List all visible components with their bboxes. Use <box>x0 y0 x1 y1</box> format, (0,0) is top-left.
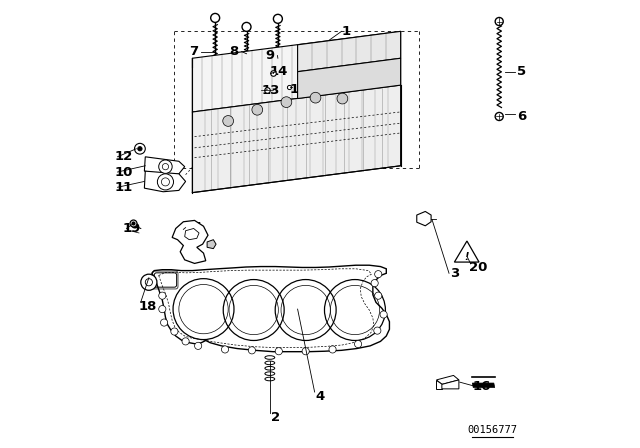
Text: 3: 3 <box>450 267 459 280</box>
Text: !: ! <box>465 252 469 262</box>
Text: 14: 14 <box>270 65 288 78</box>
Text: 15: 15 <box>289 83 308 96</box>
Circle shape <box>273 14 282 23</box>
Text: 8: 8 <box>229 45 239 58</box>
Text: 12: 12 <box>115 150 133 164</box>
Circle shape <box>211 13 220 22</box>
Text: 18: 18 <box>139 300 157 313</box>
Polygon shape <box>472 383 495 388</box>
Circle shape <box>159 160 172 173</box>
Circle shape <box>159 306 166 313</box>
Circle shape <box>495 17 503 26</box>
Circle shape <box>157 174 173 190</box>
Text: 5: 5 <box>517 65 526 78</box>
Circle shape <box>221 346 228 353</box>
Circle shape <box>252 104 262 115</box>
Text: 11: 11 <box>115 181 133 194</box>
Circle shape <box>374 292 382 299</box>
Circle shape <box>374 327 381 334</box>
Polygon shape <box>298 31 401 72</box>
Polygon shape <box>145 157 185 175</box>
Polygon shape <box>172 220 208 263</box>
Text: 1: 1 <box>342 25 351 38</box>
Text: 19: 19 <box>123 222 141 235</box>
Polygon shape <box>436 375 459 384</box>
Circle shape <box>275 348 282 355</box>
Circle shape <box>329 346 336 353</box>
Text: 16: 16 <box>472 379 491 393</box>
Text: 2: 2 <box>271 411 280 424</box>
Circle shape <box>355 340 362 348</box>
Circle shape <box>302 348 309 355</box>
Circle shape <box>281 97 292 108</box>
Circle shape <box>242 22 251 31</box>
Polygon shape <box>436 380 442 389</box>
Circle shape <box>371 280 378 287</box>
Circle shape <box>495 112 503 121</box>
Polygon shape <box>417 211 431 226</box>
Circle shape <box>310 92 321 103</box>
Text: 20: 20 <box>468 261 487 275</box>
Polygon shape <box>152 265 389 352</box>
Text: 13: 13 <box>262 84 280 97</box>
Text: 9: 9 <box>265 49 275 62</box>
Circle shape <box>141 274 157 290</box>
Circle shape <box>161 319 168 326</box>
Circle shape <box>182 338 189 345</box>
Text: 7: 7 <box>189 45 198 58</box>
Polygon shape <box>145 171 186 192</box>
Circle shape <box>134 143 145 154</box>
Circle shape <box>223 116 234 126</box>
Text: 17: 17 <box>184 221 202 234</box>
Polygon shape <box>442 380 459 389</box>
Circle shape <box>374 271 382 278</box>
Polygon shape <box>192 31 401 112</box>
Circle shape <box>171 328 178 335</box>
Circle shape <box>138 146 142 151</box>
Polygon shape <box>207 240 216 249</box>
Circle shape <box>337 93 348 104</box>
Polygon shape <box>298 58 401 99</box>
Text: 4: 4 <box>316 390 324 403</box>
Text: 00156777: 00156777 <box>467 426 518 435</box>
Circle shape <box>248 347 255 354</box>
Text: 10: 10 <box>115 165 133 179</box>
Text: 6: 6 <box>517 110 526 123</box>
Circle shape <box>195 342 202 349</box>
Circle shape <box>159 292 166 299</box>
Circle shape <box>380 311 387 318</box>
Polygon shape <box>192 85 401 193</box>
